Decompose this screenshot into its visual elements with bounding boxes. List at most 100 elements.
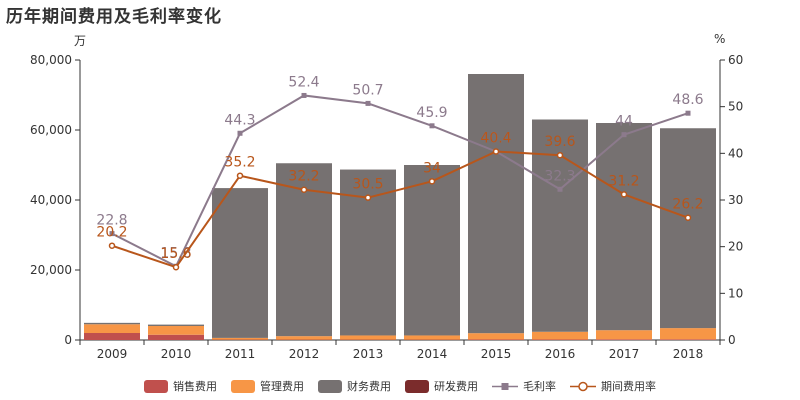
legend-item-管理费用[interactable]: 管理费用 <box>231 378 304 394</box>
right-axis-unit: % <box>714 32 726 46</box>
bar-销售费用 <box>148 334 204 340</box>
point-期间费用率 <box>492 148 500 155</box>
x-tick-label: 2010 <box>161 347 192 361</box>
point-毛利率 <box>365 100 371 106</box>
data-label-期间费用率: 35.2 <box>224 155 255 171</box>
point-期间费用率 <box>300 186 308 193</box>
data-label-毛利率: 45.9 <box>416 105 447 121</box>
legend-item-财务费用[interactable]: 财务费用 <box>318 378 391 394</box>
bar-管理费用 <box>660 328 716 340</box>
data-label-期间费用率: 20.2 <box>96 225 127 241</box>
data-label-期间费用率: 26.2 <box>672 197 703 213</box>
data-label-毛利率: 48.6 <box>672 92 703 108</box>
point-毛利率 <box>109 231 115 237</box>
right-tick-label: 10 <box>728 286 743 300</box>
legend-swatch <box>405 379 429 393</box>
data-label-期间费用率: 40.4 <box>480 130 511 146</box>
bar-财务费用 <box>404 165 460 336</box>
point-期间费用率 <box>684 214 692 221</box>
point-毛利率 <box>301 92 307 98</box>
x-tick-label: 2011 <box>225 347 256 361</box>
legend-item-期间费用率[interactable]: 期间费用率 <box>570 378 656 394</box>
chart-title: 历年期间费用及毛利率变化 <box>6 7 222 27</box>
data-label-毛利率: 52.4 <box>288 74 319 90</box>
point-毛利率 <box>429 123 435 129</box>
legend-item-销售费用[interactable]: 销售费用 <box>144 378 217 394</box>
legend-line-swatch <box>570 381 596 391</box>
legend: 销售费用 管理费用 财务费用 研发费用 毛利率 期间费用率 <box>0 378 800 394</box>
bar-财务费用 <box>212 188 268 338</box>
legend-swatch <box>144 379 168 393</box>
line-毛利率 <box>111 94 689 268</box>
data-label-毛利率: 40.4 <box>480 130 511 146</box>
x-tick-label: 2013 <box>353 347 384 361</box>
bar-财务费用 <box>468 74 524 334</box>
right-tick-label: 20 <box>728 240 743 254</box>
legend-swatch <box>231 379 255 393</box>
bar-财务费用 <box>596 123 652 331</box>
left-tick-label: 20,000 <box>30 263 72 277</box>
point-期间费用率 <box>428 178 436 185</box>
right-tick-label: 60 <box>728 53 743 67</box>
bar-管理费用 <box>84 324 140 333</box>
right-tick-label: 0 <box>728 333 736 347</box>
legend-label: 销售费用 <box>173 380 217 393</box>
point-毛利率 <box>621 132 627 138</box>
point-期间费用率 <box>108 242 116 249</box>
bar-管理费用 <box>276 336 332 340</box>
bar-销售费用 <box>660 339 716 340</box>
data-label-毛利率: 50.7 <box>352 82 383 98</box>
point-毛利率 <box>237 130 243 136</box>
right-tick-label: 30 <box>728 193 743 207</box>
line-期间费用率 <box>111 150 689 269</box>
bar-管理费用 <box>532 331 588 340</box>
point-期间费用率 <box>556 151 564 159</box>
point-毛利率 <box>557 186 563 192</box>
x-tick-label: 2016 <box>545 347 576 361</box>
bar-管理费用 <box>148 326 204 335</box>
bar-管理费用 <box>468 333 524 340</box>
bar-财务费用 <box>148 324 204 326</box>
left-tick-label: 0 <box>64 333 72 347</box>
legend-label: 期间费用率 <box>601 380 656 393</box>
bar-管理费用 <box>596 330 652 340</box>
bar-销售费用 <box>468 339 524 340</box>
data-label-期间费用率: 15.6 <box>160 246 191 262</box>
right-tick-label: 40 <box>728 146 743 160</box>
data-label-期间费用率: 30.5 <box>352 177 383 193</box>
legend-label: 研发费用 <box>434 380 478 393</box>
bar-销售费用 <box>532 339 588 340</box>
legend-item-研发费用[interactable]: 研发费用 <box>405 378 478 394</box>
bar-销售费用 <box>596 339 652 340</box>
bar-财务费用 <box>84 322 140 325</box>
x-tick-label: 2009 <box>97 347 128 361</box>
left-tick-label: 80,000 <box>30 53 72 67</box>
right-tick-label: 50 <box>728 100 743 114</box>
bar-管理费用 <box>404 335 460 340</box>
left-axis-unit: 万 <box>74 34 87 48</box>
bar-财务费用 <box>532 119 588 332</box>
legend-label: 管理费用 <box>260 380 304 393</box>
point-毛利率 <box>685 110 691 116</box>
x-tick-label: 2012 <box>289 347 320 361</box>
point-期间费用率 <box>172 263 180 271</box>
data-label-期间费用率: 31.2 <box>608 173 639 189</box>
left-tick-label: 40,000 <box>30 193 72 207</box>
x-tick-label: 2018 <box>673 347 704 361</box>
data-label-毛利率: 44.3 <box>224 112 255 128</box>
legend-item-毛利率[interactable]: 毛利率 <box>492 378 556 394</box>
point-期间费用率 <box>364 194 372 201</box>
x-tick-label: 2015 <box>481 347 512 361</box>
data-label-期间费用率: 34 <box>423 160 441 176</box>
data-label-毛利率: 44 <box>615 114 633 130</box>
bar-管理费用 <box>212 337 268 340</box>
bar-管理费用 <box>340 335 396 340</box>
point-期间费用率 <box>620 191 628 198</box>
data-label-期间费用率: 39.6 <box>544 134 575 150</box>
legend-label: 毛利率 <box>523 380 556 393</box>
data-label-期间费用率: 32.2 <box>288 169 319 185</box>
data-label-毛利率: 22.8 <box>96 213 127 229</box>
left-tick-label: 60,000 <box>30 123 72 137</box>
bar-财务费用 <box>660 128 716 329</box>
